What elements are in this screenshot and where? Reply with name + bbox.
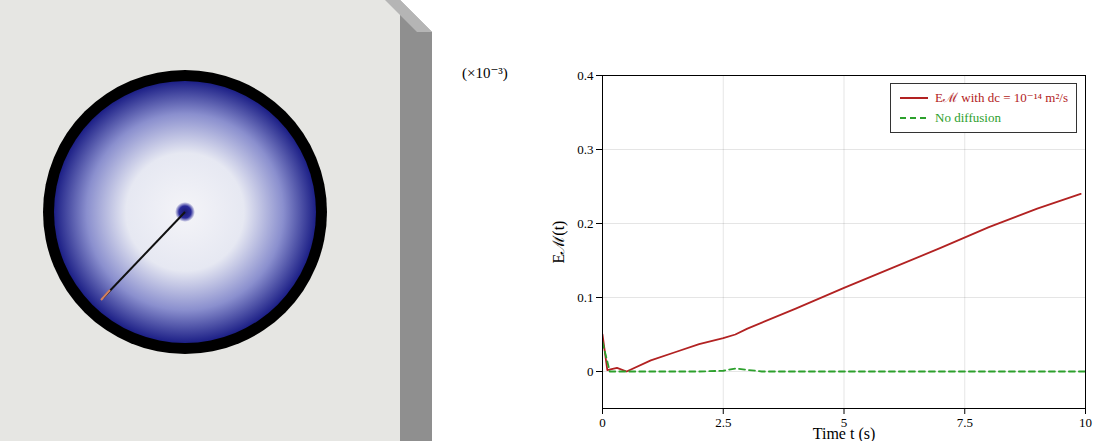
svg-text:0.1: 0.1	[577, 290, 593, 305]
svg-text:0.4: 0.4	[577, 68, 594, 83]
svg-text:0.3: 0.3	[577, 142, 593, 157]
html-text:Eℳ with dc = 10⁻¹⁴ m²/s: Eℳ with dc = 10⁻¹⁴ m²/s	[935, 90, 1068, 105]
svg-text:7.5: 7.5	[957, 415, 973, 430]
svg-text:2.5: 2.5	[715, 415, 731, 430]
svg-text:0.2: 0.2	[577, 216, 593, 231]
svg-text:10: 10	[1079, 415, 1092, 430]
html-text:No diffusion: No diffusion	[935, 110, 1001, 125]
svg-text:0: 0	[587, 364, 594, 379]
svg-text:0: 0	[599, 415, 606, 430]
svg-text:5: 5	[840, 414, 848, 430]
html-text:(×10⁻³): (×10⁻³)	[462, 65, 508, 81]
svg-text:Time t (s): Time t (s)	[813, 425, 876, 441]
svg-text:Eℳ(t): Eℳ(t)	[550, 221, 568, 264]
